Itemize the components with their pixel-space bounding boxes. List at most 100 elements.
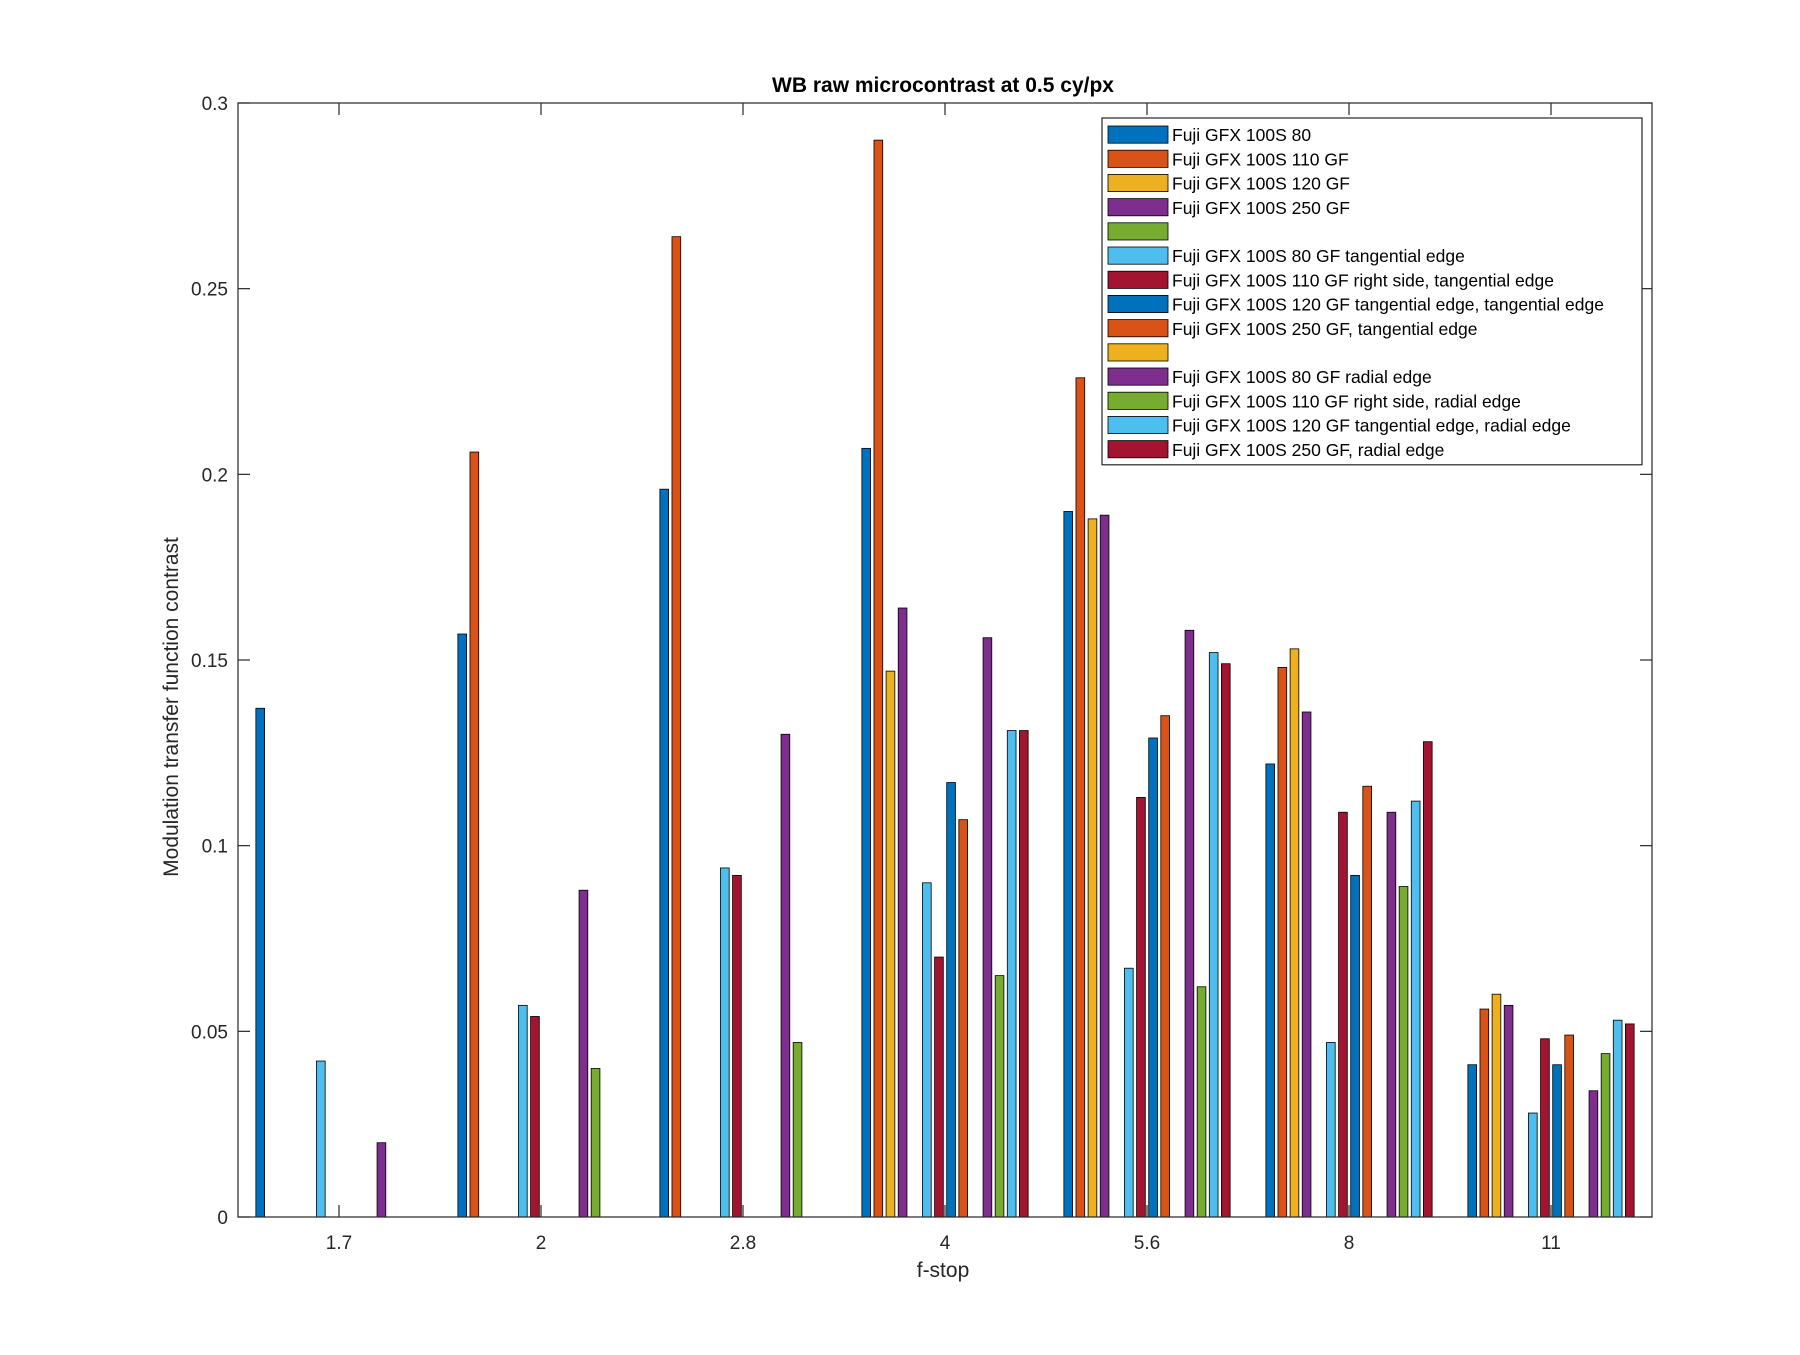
y-tick-label: 0.15 — [191, 651, 228, 672]
y-tick-label: 0.2 — [202, 465, 228, 486]
x-tick-label: 4 — [940, 1233, 951, 1254]
legend-swatch — [1107, 343, 1169, 362]
legend-entry: Fuji GFX 100S 120 GF tangential edge, ra… — [1172, 416, 1571, 436]
x-tick-label: 1.7 — [326, 1233, 352, 1254]
bar — [1540, 1038, 1550, 1218]
bar — [861, 447, 871, 1218]
legend-swatch — [1107, 391, 1169, 410]
y-tick-label: 0 — [217, 1208, 228, 1229]
y-tick-label: 0.05 — [191, 1022, 228, 1043]
bar — [1208, 652, 1219, 1218]
chart-title: WB raw microcontrast at 0.5 cy/px — [772, 74, 1114, 97]
bar — [578, 889, 589, 1218]
bar — [873, 139, 884, 1218]
bar — [1326, 1042, 1336, 1218]
legend-swatch — [1107, 246, 1169, 265]
bar — [1265, 763, 1275, 1218]
bar — [469, 451, 480, 1218]
bar — [1006, 730, 1017, 1218]
legend-swatch — [1107, 440, 1169, 459]
bar — [1423, 741, 1433, 1218]
bar — [934, 956, 944, 1218]
bar — [1160, 715, 1170, 1218]
bar — [1184, 629, 1195, 1218]
bar — [732, 874, 742, 1218]
bar — [792, 1042, 803, 1218]
bar — [1467, 1064, 1477, 1218]
bar — [1503, 1004, 1514, 1218]
bar — [1386, 811, 1397, 1218]
bar — [1600, 1053, 1611, 1218]
legend-entry: Fuji GFX 100S 120 GF tangential edge, ta… — [1172, 295, 1604, 315]
legend: Fuji GFX 100S 80 Fuji GFX 100S 110 GF Fuji… — [1101, 117, 1643, 466]
legend-swatch — [1107, 198, 1169, 217]
legend-entry: Fuji GFX 100S 120 GF — [1172, 174, 1350, 194]
legend-entry: Fuji GFX 100S 80 GF tangential edge — [1172, 246, 1465, 266]
bar — [1564, 1034, 1574, 1218]
bar — [1410, 800, 1421, 1218]
x-tick-label: 2.8 — [730, 1233, 756, 1254]
axes-layer: 0 0.05 0.1 0.15 0.2 0.25 0.3 1.7 2 2.8 4 5.6 8 11 — [191, 94, 1653, 1254]
legend-swatch — [1107, 270, 1169, 289]
legend-box — [1101, 117, 1643, 466]
legend-entry: Fuji GFX 100S 110 GF right side, tangent… — [1172, 270, 1554, 290]
bar — [1099, 514, 1110, 1218]
bar — [958, 819, 968, 1218]
x-tick-label: 8 — [1344, 1233, 1355, 1254]
bar — [376, 1142, 387, 1218]
bar — [255, 707, 265, 1218]
bar — [316, 1060, 326, 1218]
bar — [897, 607, 908, 1218]
bar — [1136, 796, 1146, 1218]
bar — [1398, 886, 1409, 1218]
x-tick-label: 2 — [536, 1233, 547, 1254]
bar — [1221, 663, 1231, 1218]
bar — [1588, 1090, 1599, 1218]
bar — [720, 867, 730, 1218]
bar — [1338, 811, 1348, 1218]
bar — [1124, 967, 1134, 1218]
bar — [1075, 377, 1086, 1218]
legend-entry: Fuji GFX 100S 110 GF right side, radial … — [1172, 391, 1521, 411]
bar — [530, 1016, 540, 1218]
bar — [1063, 511, 1073, 1218]
legend-swatch — [1107, 294, 1169, 313]
bar — [1148, 737, 1158, 1218]
legend-entry: Fuji GFX 100S 250 GF, tangential edge — [1172, 319, 1477, 339]
x-tick-label: 11 — [1541, 1233, 1561, 1254]
y-tick-label: 0.25 — [191, 280, 228, 301]
legend-swatch — [1107, 222, 1169, 241]
legend-swatch — [1107, 173, 1169, 192]
legend-entry: Fuji GFX 100S 110 GF — [1172, 149, 1349, 169]
legend-swatch — [1107, 319, 1169, 338]
bar — [1625, 1023, 1635, 1218]
bar — [1196, 986, 1207, 1218]
legend-swatch — [1107, 367, 1169, 386]
legend-entry: Fuji GFX 100S 80 — [1172, 125, 1311, 145]
bar — [1301, 711, 1312, 1218]
bar — [1479, 1008, 1490, 1218]
bar — [982, 637, 993, 1218]
bar — [1289, 648, 1300, 1218]
bar — [1491, 993, 1502, 1218]
legend-swatch — [1107, 149, 1169, 168]
bar — [994, 975, 1005, 1218]
bar — [1528, 1112, 1538, 1218]
legend-entry: Fuji GFX 100S 250 GF, radial edge — [1172, 440, 1444, 460]
bar — [1277, 667, 1288, 1218]
bar — [946, 782, 956, 1218]
bar — [1350, 874, 1360, 1218]
x-axis-label: f-stop — [917, 1259, 970, 1282]
legend-entry: Fuji GFX 100S 250 GF — [1172, 198, 1350, 218]
bar — [1362, 785, 1372, 1218]
bar — [885, 670, 896, 1218]
bar — [671, 236, 682, 1218]
bar — [780, 733, 791, 1218]
bar — [922, 882, 932, 1218]
bar — [1612, 1019, 1623, 1218]
bar — [590, 1068, 601, 1218]
y-tick-label: 0.3 — [202, 94, 228, 115]
bar — [457, 633, 467, 1218]
